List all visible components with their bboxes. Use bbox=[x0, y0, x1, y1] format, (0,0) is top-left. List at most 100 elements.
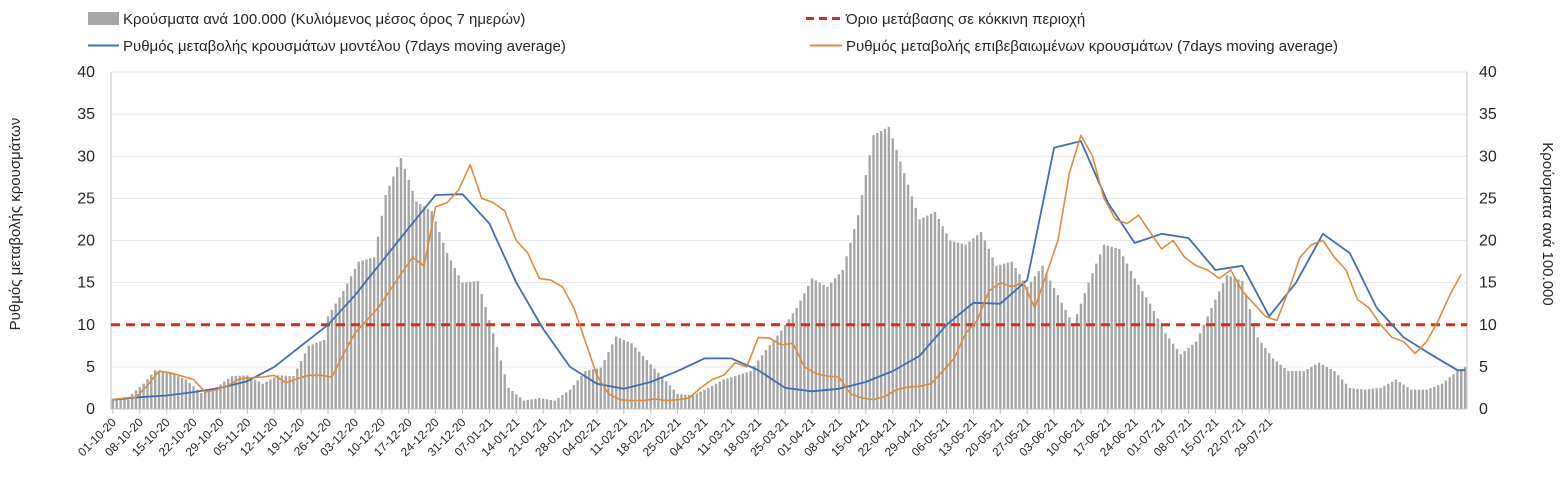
bar bbox=[238, 375, 241, 409]
bar bbox=[1444, 380, 1448, 409]
bar bbox=[1025, 286, 1029, 409]
bar bbox=[787, 319, 791, 409]
bar bbox=[288, 375, 291, 409]
bar bbox=[430, 211, 433, 409]
bar bbox=[741, 373, 745, 409]
bar bbox=[200, 392, 203, 409]
bar bbox=[503, 374, 506, 409]
bar bbox=[1302, 371, 1305, 409]
bar bbox=[219, 384, 222, 409]
bar bbox=[449, 260, 453, 409]
bar bbox=[403, 168, 407, 409]
bar bbox=[641, 355, 645, 409]
bar bbox=[119, 398, 122, 409]
bar bbox=[699, 391, 702, 409]
bar bbox=[349, 276, 353, 409]
bar bbox=[864, 175, 868, 409]
bar bbox=[668, 385, 672, 409]
bar bbox=[388, 185, 391, 409]
bar bbox=[1075, 314, 1079, 409]
bar bbox=[1091, 273, 1094, 409]
bar bbox=[1072, 324, 1075, 409]
bar bbox=[1141, 291, 1144, 409]
bar bbox=[1310, 366, 1313, 409]
bar bbox=[1433, 386, 1436, 409]
bar bbox=[595, 368, 599, 409]
bar bbox=[518, 397, 522, 409]
bar bbox=[184, 379, 188, 409]
bar bbox=[1087, 282, 1090, 409]
bar bbox=[1356, 388, 1359, 409]
bar bbox=[783, 324, 787, 409]
bar bbox=[1187, 347, 1190, 409]
bar bbox=[1164, 333, 1167, 409]
bar bbox=[799, 300, 802, 409]
bar bbox=[468, 281, 472, 409]
bar bbox=[929, 213, 933, 409]
bar bbox=[1448, 377, 1451, 409]
bar bbox=[522, 400, 526, 409]
bar bbox=[1160, 325, 1163, 409]
y-tick-label-left: 10 bbox=[77, 317, 95, 334]
bar bbox=[380, 215, 384, 409]
bar bbox=[457, 275, 460, 409]
bar bbox=[684, 394, 687, 409]
y-tick-label-left: 30 bbox=[77, 148, 95, 165]
bar bbox=[887, 126, 891, 409]
bar bbox=[707, 387, 710, 409]
y-tick-label-right: 35 bbox=[1479, 106, 1497, 123]
bar bbox=[1018, 274, 1021, 409]
bar bbox=[949, 240, 952, 409]
bar bbox=[1045, 273, 1048, 409]
bar bbox=[296, 368, 299, 409]
bar bbox=[415, 201, 418, 409]
bar bbox=[822, 284, 825, 409]
bar bbox=[1014, 267, 1017, 409]
bar bbox=[734, 376, 737, 409]
bar bbox=[265, 381, 268, 409]
bar bbox=[538, 398, 541, 409]
bar bbox=[1206, 316, 1209, 409]
bar bbox=[1083, 293, 1086, 409]
bar bbox=[987, 248, 990, 409]
bar bbox=[284, 375, 287, 409]
bar bbox=[1006, 262, 1010, 409]
bar bbox=[1041, 265, 1044, 409]
bar bbox=[434, 221, 437, 409]
bar bbox=[392, 176, 395, 409]
bar bbox=[1033, 276, 1037, 409]
bar bbox=[880, 130, 883, 409]
y-tick-label-left: 5 bbox=[86, 359, 95, 376]
y-tick-label-left: 40 bbox=[77, 64, 95, 81]
bar bbox=[499, 360, 503, 409]
y-tick-label-left: 0 bbox=[86, 401, 95, 418]
bar bbox=[764, 350, 768, 409]
bar bbox=[1314, 364, 1317, 409]
bar bbox=[810, 278, 814, 409]
bar bbox=[246, 375, 249, 409]
bar bbox=[165, 372, 168, 409]
bar bbox=[1122, 256, 1125, 409]
bar bbox=[1325, 366, 1328, 409]
bar bbox=[580, 375, 583, 409]
y-tick-label-right: 20 bbox=[1479, 233, 1497, 250]
bar bbox=[257, 381, 261, 409]
y-tick-label-right: 10 bbox=[1479, 317, 1497, 334]
bar bbox=[330, 310, 334, 409]
y-tick-label-left: 25 bbox=[77, 190, 95, 207]
bar bbox=[215, 387, 218, 409]
bar bbox=[818, 282, 821, 409]
bar bbox=[553, 400, 556, 409]
bar bbox=[1248, 309, 1252, 409]
bar bbox=[1340, 379, 1344, 409]
bar bbox=[1463, 366, 1467, 409]
bar bbox=[453, 267, 456, 409]
bar bbox=[999, 264, 1002, 409]
bar bbox=[203, 391, 207, 409]
bar bbox=[718, 381, 722, 409]
bar bbox=[311, 344, 314, 409]
bar bbox=[1452, 374, 1455, 409]
bar bbox=[1456, 371, 1459, 409]
bar bbox=[480, 293, 483, 409]
